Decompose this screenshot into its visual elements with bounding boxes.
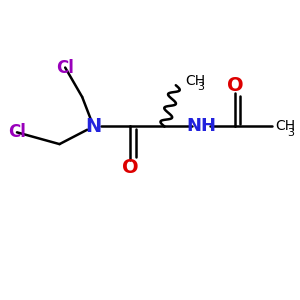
- Text: 3: 3: [287, 128, 294, 138]
- Text: Cl: Cl: [8, 123, 26, 141]
- Text: Cl: Cl: [56, 58, 74, 76]
- Text: N: N: [85, 117, 102, 136]
- Text: CH: CH: [186, 74, 206, 88]
- Text: O: O: [227, 76, 244, 95]
- Text: 3: 3: [198, 82, 205, 92]
- Text: NH: NH: [186, 117, 216, 135]
- Text: CH: CH: [275, 119, 295, 134]
- Text: O: O: [122, 158, 139, 177]
